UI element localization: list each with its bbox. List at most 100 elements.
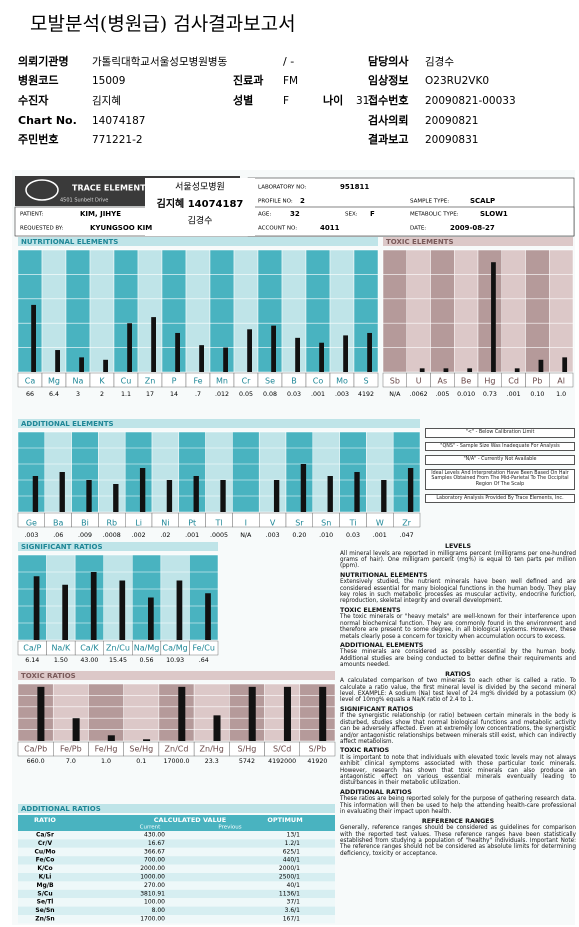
field-label: 담당의사 [368, 54, 409, 68]
table-row [18, 847, 335, 857]
element-value: .0005 [210, 532, 228, 539]
element-value: .002 [132, 532, 146, 539]
field-label: 성별 [233, 93, 253, 107]
element-label: V [270, 519, 276, 528]
element-label: Be [461, 377, 471, 386]
ratio-optimum: 40/1 [287, 882, 301, 889]
field-label: 병원코드 [18, 73, 58, 87]
table-row [18, 856, 335, 865]
explanation-heading: NUTRITIONAL ELEMENTS [340, 571, 428, 579]
element-label: Cd [508, 377, 519, 386]
bar [33, 576, 40, 640]
lab-value: F [370, 210, 375, 218]
element-label: Fe [193, 377, 202, 386]
element-label: P [172, 377, 177, 386]
ratio-current: 366.67 [144, 848, 165, 855]
bar [143, 739, 151, 741]
lab-value: 951811 [340, 183, 369, 191]
element-label: Rb [106, 519, 117, 528]
column [454, 249, 479, 373]
element-label: Na [73, 377, 84, 386]
ratio-name: Ca/Sr [36, 832, 54, 839]
column [339, 431, 367, 513]
column [124, 431, 153, 513]
element-value: 0.03 [287, 391, 301, 398]
label-cell [299, 741, 336, 757]
bar [32, 476, 39, 512]
element-label: Ca [25, 377, 36, 386]
column [257, 249, 283, 373]
explanation-text: These ratios are being reported solely f… [340, 796, 576, 816]
element-value: .001 [311, 391, 325, 398]
bar [271, 325, 276, 372]
column [189, 554, 219, 641]
element-value: .009 [78, 532, 92, 539]
lab-label: REQUESTED BY: [20, 226, 64, 232]
element-value: 1.0 [101, 758, 111, 765]
explanation-heading: LEVELS [444, 543, 472, 550]
bar [72, 718, 80, 741]
element-label: Tl [214, 519, 222, 528]
element-value: 17 [146, 391, 154, 398]
element-value: .012 [215, 391, 229, 398]
field-label: 수진자 [18, 93, 49, 107]
bar [107, 735, 115, 741]
ratio-current: 700.00 [144, 857, 165, 864]
ratio-name: Se/Tl [37, 899, 54, 906]
element-value: 15.45 [109, 657, 127, 664]
bar [103, 359, 108, 372]
table-row [18, 873, 335, 882]
bar [514, 368, 520, 372]
column [185, 249, 211, 373]
element-label: Se [265, 377, 275, 386]
bar [213, 715, 221, 741]
bar [538, 359, 544, 372]
element-value: 41920 [307, 758, 327, 765]
column [160, 554, 190, 641]
column [549, 249, 574, 373]
ratio-optimum: 440/1 [283, 857, 300, 864]
ratio-optimum: 2000/1 [279, 865, 300, 872]
column [406, 249, 431, 373]
note: Ideal Levels And Interpretation Have Bee… [425, 468, 575, 490]
element-value: .0008 [103, 532, 121, 539]
column [151, 431, 180, 513]
bar [562, 357, 568, 372]
table-row [18, 898, 335, 907]
element-label: Ca/K [80, 644, 99, 653]
column [312, 431, 340, 513]
lab-label: ACCOUNT NO: [258, 226, 297, 232]
column [17, 249, 43, 373]
element-value: .001 [507, 391, 521, 398]
column [113, 249, 139, 373]
element-value: 4192 [358, 391, 374, 398]
element-label: W [376, 519, 384, 528]
element-label: As [438, 377, 448, 386]
explanation-heading: ADDITIONAL ELEMENTS [340, 641, 424, 649]
column [281, 249, 307, 373]
column [205, 431, 233, 513]
element-value: .001 [185, 532, 199, 539]
bar [443, 368, 449, 372]
ratio-optimum: 3.6/1 [285, 907, 301, 914]
element-value: 0.56 [140, 657, 154, 664]
column [392, 431, 421, 513]
note: "<" - Below Calibration Limit [425, 428, 575, 438]
element-label: Zr [402, 519, 411, 528]
element-label: Bi [81, 519, 89, 528]
bar [166, 480, 173, 512]
column [17, 431, 46, 513]
element-label: Sn [321, 519, 331, 528]
element-label: Ca/P [23, 644, 41, 653]
note: Laboratory Analysis Provided By Trace El… [425, 493, 575, 504]
element-value: 0.08 [263, 391, 277, 398]
ratio-optimum: 13/1 [287, 832, 301, 839]
stamp-line: 서울성모병원 [175, 182, 225, 193]
column [366, 431, 394, 513]
element-value: 3 [76, 391, 80, 398]
section-title: TOXIC ELEMENTS [386, 238, 454, 246]
lab-value: SLOW1 [480, 210, 508, 218]
ratio-current: 100.00 [144, 899, 165, 906]
ratio-name: Mg/B [36, 882, 53, 889]
section-title: NUTRITIONAL ELEMENTS [21, 238, 118, 246]
